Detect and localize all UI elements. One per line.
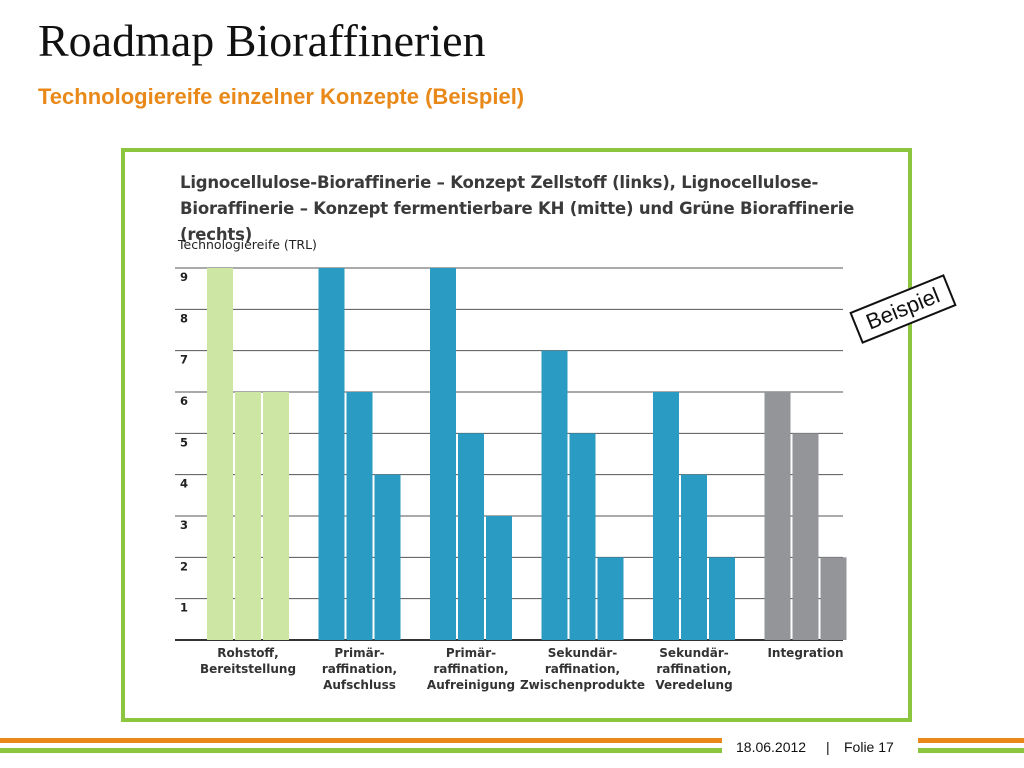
x-tick-label-2: Primär-raffination, Aufschluss: [322, 646, 397, 692]
bar-3-3: [486, 516, 512, 640]
x-tick-label-5: Sekundär-raffination, Veredelung: [655, 646, 732, 692]
bar-5-1: [653, 392, 679, 640]
bar-3-1: [430, 268, 456, 640]
x-tick-label-1: Rohstoff, Bereitstellung: [200, 646, 296, 676]
chart-title: Lignocellulose-Bioraffinerie – Konzept Z…: [180, 170, 900, 248]
footer-line-orange-left: [0, 738, 722, 743]
footer-separator: |: [826, 739, 830, 755]
y-tick-label-7: 7: [180, 353, 188, 367]
bar-3-2: [458, 433, 484, 640]
bar-1-1: [207, 268, 233, 640]
y-tick-label-5: 5: [180, 435, 188, 449]
bar-1-2: [235, 392, 261, 640]
slide-title: Roadmap Bioraffinerien: [38, 15, 486, 66]
bar-4-1: [541, 350, 568, 640]
y-axis-label: Technologiereife (TRL): [177, 237, 317, 252]
chart-frame: Lignocellulose-Bioraffinerie – Konzept Z…: [121, 148, 912, 722]
y-tick-label-4: 4: [180, 477, 188, 491]
chart-title-line-2: Bioraffinerie – Konzept fermentierbare K…: [180, 199, 855, 244]
footer-date: 18.06.2012: [736, 739, 807, 755]
chart-title-line-1: Lignocellulose-Bioraffinerie – Konzept Z…: [180, 173, 819, 192]
bar-4-3: [597, 557, 624, 640]
slide-subtitle: Technologiereife einzelner Konzepte (Bei…: [38, 84, 525, 109]
footer-line-green-right: [918, 748, 1024, 753]
bar-5-2: [681, 474, 707, 640]
bar-2-2: [346, 392, 373, 640]
y-tick-label-6: 6: [180, 394, 188, 408]
bar-1-3: [263, 392, 289, 640]
y-tick-label-1: 1: [180, 601, 188, 615]
footer-page-number: Folie 17: [844, 739, 894, 755]
footer-line-green-left: [0, 748, 722, 753]
bar-chart: Technologiereife (TRL) 1 2 3 4 5 6 7 8 9 Rohstoff,…: [175, 237, 847, 692]
y-tick-label-2: 2: [180, 559, 188, 573]
bar-6-3: [820, 557, 847, 640]
footer-line-orange-right: [918, 738, 1024, 743]
y-tick-label-3: 3: [180, 518, 188, 532]
bar-2-3: [374, 474, 401, 640]
x-tick-label-4: Sekundär-raffination, Zwischenprodukte: [520, 646, 645, 692]
bar-6-2: [792, 433, 819, 640]
bar-6-1: [764, 392, 791, 640]
bar-4-2: [569, 433, 596, 640]
y-tick-label-9: 9: [180, 270, 188, 284]
x-tick-label-3: Primär-raffination, Aufreinigung: [427, 646, 515, 692]
y-tick-label-8: 8: [180, 311, 188, 325]
bar-2-1: [318, 268, 345, 640]
x-tick-label-6: Integration: [767, 646, 843, 660]
bar-5-3: [709, 557, 735, 640]
